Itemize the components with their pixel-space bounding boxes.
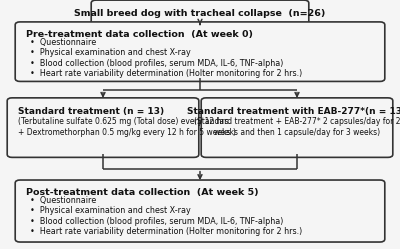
FancyBboxPatch shape bbox=[15, 180, 385, 242]
FancyBboxPatch shape bbox=[91, 0, 309, 27]
Text: •  Heart rate variability determination (Holter monitoring for 2 hrs.): • Heart rate variability determination (… bbox=[30, 69, 302, 78]
Text: •  Heart rate variability determination (Holter monitoring for 2 hrs.): • Heart rate variability determination (… bbox=[30, 227, 302, 236]
Text: Pre-treatment data collection  (At week 0): Pre-treatment data collection (At week 0… bbox=[26, 30, 253, 39]
Text: (Terbutaline sulfate 0.625 mg (Total dose) every 12 hrs.: (Terbutaline sulfate 0.625 mg (Total dos… bbox=[18, 117, 231, 125]
Text: (Standard treatment + EAB-277* 2 capsules/day for 2: (Standard treatment + EAB-277* 2 capsule… bbox=[194, 117, 400, 125]
Text: •  Blood collection (blood profiles, serum MDA, IL-6, TNF-alpha): • Blood collection (blood profiles, seru… bbox=[30, 217, 283, 226]
Text: Standard treatment with EAB-277*(n = 13): Standard treatment with EAB-277*(n = 13) bbox=[188, 107, 400, 116]
FancyBboxPatch shape bbox=[15, 22, 385, 81]
Text: •  Questionnaire: • Questionnaire bbox=[30, 38, 96, 47]
Text: •  Questionnaire: • Questionnaire bbox=[30, 196, 96, 205]
Text: •  Physical examination and chest X-ray: • Physical examination and chest X-ray bbox=[30, 48, 191, 57]
Text: •  Blood collection (blood profiles, serum MDA, IL-6, TNF-alpha): • Blood collection (blood profiles, seru… bbox=[30, 59, 283, 68]
Text: Standard treatment (n = 13): Standard treatment (n = 13) bbox=[18, 107, 164, 116]
Text: •  Physical examination and chest X-ray: • Physical examination and chest X-ray bbox=[30, 206, 191, 215]
FancyBboxPatch shape bbox=[7, 98, 199, 157]
Text: Post-treatment data collection  (At week 5): Post-treatment data collection (At week … bbox=[26, 188, 259, 197]
Text: + Dextromethorphan 0.5 mg/kg every 12 h for 5 weeks ): + Dextromethorphan 0.5 mg/kg every 12 h … bbox=[18, 128, 236, 137]
Text: Small breed dog with tracheal collapse  (n=26): Small breed dog with tracheal collapse (… bbox=[74, 9, 326, 18]
FancyBboxPatch shape bbox=[201, 98, 393, 157]
Text: weeks and then 1 capsule/day for 3 weeks): weeks and then 1 capsule/day for 3 weeks… bbox=[214, 128, 380, 137]
